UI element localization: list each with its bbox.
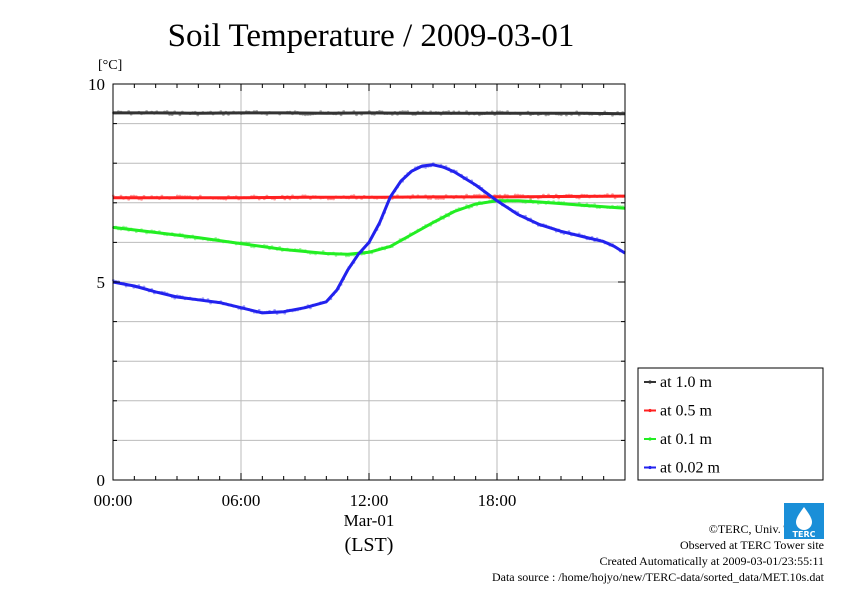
legend-item: at 0.02 m bbox=[644, 460, 721, 477]
legend-label: at 0.02 m bbox=[660, 460, 721, 477]
legend-swatch-dot bbox=[648, 437, 652, 441]
x-tick-label: 18:00 bbox=[478, 491, 517, 510]
footer-created: Created Automatically at 2009-03-01/23:5… bbox=[599, 554, 824, 568]
y-tick-label: 10 bbox=[88, 75, 105, 94]
y-tick-label: 0 bbox=[97, 471, 106, 490]
x-date-label: Mar-01 bbox=[344, 511, 395, 530]
legend: at 1.0 m at 0.5 m at 0.1 m at 0.02 m bbox=[637, 367, 824, 481]
series-line bbox=[113, 194, 626, 200]
x-tick-label: 12:00 bbox=[350, 491, 389, 510]
series-line bbox=[112, 199, 626, 256]
series-line bbox=[112, 163, 626, 315]
terc-logo-icon: TERC bbox=[784, 503, 824, 539]
chart-title: Soil Temperature / 2009-03-01 bbox=[168, 18, 575, 54]
legend-swatch-dot bbox=[648, 408, 652, 413]
series-at-1-0-m bbox=[111, 110, 626, 117]
footer-source: Data source : /home/hojyo/new/TERC-data/… bbox=[491, 570, 824, 584]
logo-text: TERC bbox=[793, 530, 816, 539]
legend-swatch-dot bbox=[648, 380, 652, 384]
y-tick-label: 5 bbox=[97, 273, 106, 292]
legend-label: at 0.5 m bbox=[660, 403, 713, 420]
axis-ticks: 00:00 06:00 12:00 18:00 0 5 10 bbox=[88, 75, 626, 510]
series-line bbox=[113, 111, 626, 116]
x-tick-label: 00:00 bbox=[94, 491, 133, 510]
x-tick-label: 06:00 bbox=[222, 491, 261, 510]
series-layer bbox=[111, 110, 626, 315]
legend-item: at 1.0 m bbox=[644, 374, 713, 391]
legend-label: at 1.0 m bbox=[660, 374, 713, 391]
x-axis-label: (LST) bbox=[345, 534, 394, 556]
legend-item: at 0.5 m bbox=[644, 403, 713, 420]
legend-label: at 0.1 m bbox=[660, 431, 713, 448]
y-unit-label: [°C] bbox=[98, 58, 122, 73]
grid-lines bbox=[113, 84, 625, 480]
footer-site: Observed at TERC Tower site bbox=[679, 538, 824, 552]
legend-item: at 0.1 m bbox=[644, 431, 713, 448]
legend-swatch-dot bbox=[648, 465, 652, 470]
legend-box bbox=[637, 367, 824, 481]
